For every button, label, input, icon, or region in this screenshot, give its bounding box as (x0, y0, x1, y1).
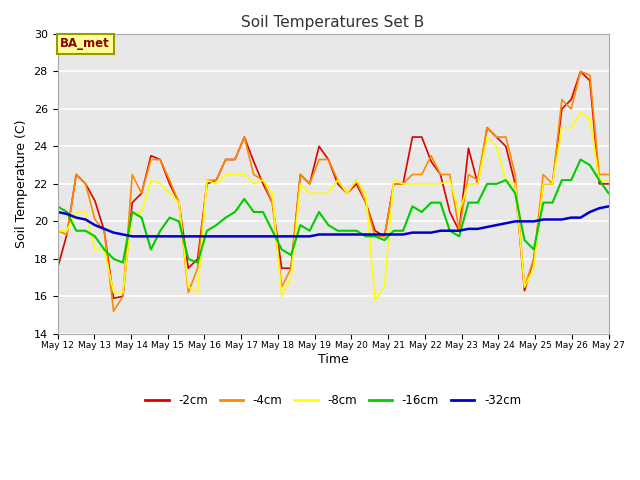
-8cm (241, 172, 248, 178)
-4cm (250, 172, 257, 178)
-16cm (408, 204, 416, 209)
-4cm (577, 69, 584, 74)
-2cm (109, 295, 117, 301)
-4cm (109, 309, 117, 314)
-16cm (241, 196, 248, 202)
Title: Soil Temperatures Set B: Soil Temperatures Set B (241, 15, 425, 30)
-2cm (222, 156, 230, 162)
-2cm (54, 265, 61, 271)
-2cm (241, 134, 248, 140)
-8cm (605, 177, 612, 183)
-16cm (222, 215, 230, 220)
-32cm (156, 233, 164, 239)
-4cm (222, 156, 230, 162)
-2cm (605, 181, 612, 187)
-8cm (231, 172, 239, 178)
-32cm (605, 204, 612, 209)
Line: -4cm: -4cm (58, 72, 609, 312)
Legend: -2cm, -4cm, -8cm, -16cm, -32cm: -2cm, -4cm, -8cm, -16cm, -32cm (140, 389, 526, 412)
-16cm (156, 228, 164, 234)
Text: BA_met: BA_met (60, 37, 110, 50)
-2cm (156, 156, 164, 162)
-4cm (156, 156, 164, 162)
-4cm (241, 134, 248, 140)
-16cm (577, 156, 584, 162)
Line: -8cm: -8cm (58, 113, 609, 300)
Line: -2cm: -2cm (58, 72, 609, 298)
-8cm (54, 228, 61, 234)
-32cm (250, 233, 257, 239)
-8cm (194, 290, 202, 296)
-2cm (250, 158, 257, 164)
-8cm (371, 297, 379, 303)
-8cm (408, 181, 416, 187)
Y-axis label: Soil Temperature (C): Soil Temperature (C) (15, 120, 28, 248)
-4cm (54, 228, 61, 234)
-16cm (54, 204, 61, 209)
-8cm (577, 110, 584, 116)
Line: -16cm: -16cm (58, 159, 609, 263)
-16cm (250, 209, 257, 215)
-4cm (408, 172, 416, 178)
-32cm (408, 230, 416, 236)
-16cm (203, 228, 211, 234)
-32cm (129, 233, 136, 239)
-32cm (203, 233, 211, 239)
-2cm (577, 69, 584, 74)
-2cm (408, 134, 416, 140)
-16cm (605, 191, 612, 196)
-32cm (54, 209, 61, 215)
Line: -32cm: -32cm (58, 206, 609, 236)
-16cm (119, 260, 127, 265)
-8cm (212, 181, 220, 187)
-32cm (222, 233, 230, 239)
-2cm (203, 181, 211, 187)
-32cm (241, 233, 248, 239)
X-axis label: Time: Time (317, 353, 348, 366)
-4cm (605, 172, 612, 178)
-8cm (147, 177, 155, 183)
-4cm (203, 177, 211, 183)
